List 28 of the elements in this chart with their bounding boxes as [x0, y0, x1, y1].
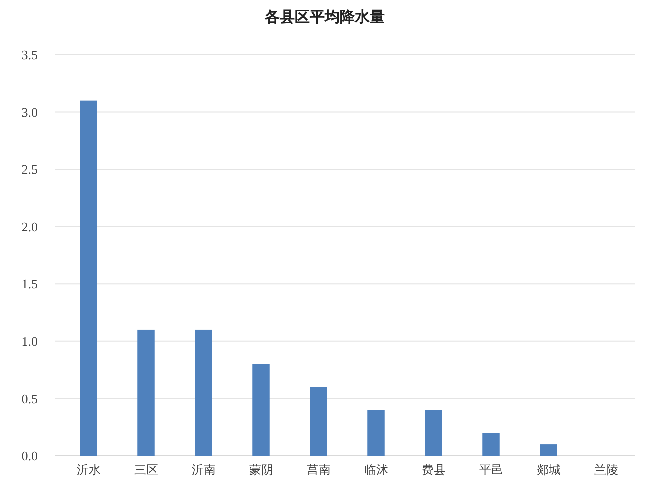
y-tick-label: 3.0: [22, 104, 38, 120]
y-tick-label: 0.5: [22, 391, 38, 406]
x-tick-label: 郯城: [536, 463, 561, 477]
bar: [540, 444, 558, 456]
y-tick-label: 1.0: [22, 334, 38, 349]
bar: [482, 433, 500, 456]
bar: [195, 330, 212, 456]
y-tick-label: 2.5: [22, 162, 38, 178]
bar: [310, 387, 328, 456]
bar: [368, 410, 385, 456]
x-tick-label: 三区: [134, 463, 158, 477]
y-tick-label: 2.0: [22, 219, 38, 234]
chart-title: 各县区平均降水量: [264, 9, 385, 26]
x-tick-label: 莒南: [306, 463, 331, 477]
x-tick-label: 平邑: [479, 463, 504, 477]
y-tick-label: 3.5: [22, 48, 38, 63]
x-tick-label: 临沭: [364, 463, 388, 477]
bar: [138, 330, 155, 456]
x-tick-label: 兰陵: [594, 463, 618, 477]
y-tick-label: 1.5: [22, 276, 38, 292]
y-tick-label: 0.0: [22, 448, 38, 464]
bar: [80, 100, 98, 456]
bar: [252, 364, 270, 456]
x-tick-label: 沂南: [192, 463, 216, 477]
x-tick-label: 蒙阴: [249, 463, 274, 477]
bar: [425, 410, 442, 456]
x-tick-label: 沂水: [76, 463, 101, 477]
x-tick-label: 费县: [422, 463, 446, 477]
